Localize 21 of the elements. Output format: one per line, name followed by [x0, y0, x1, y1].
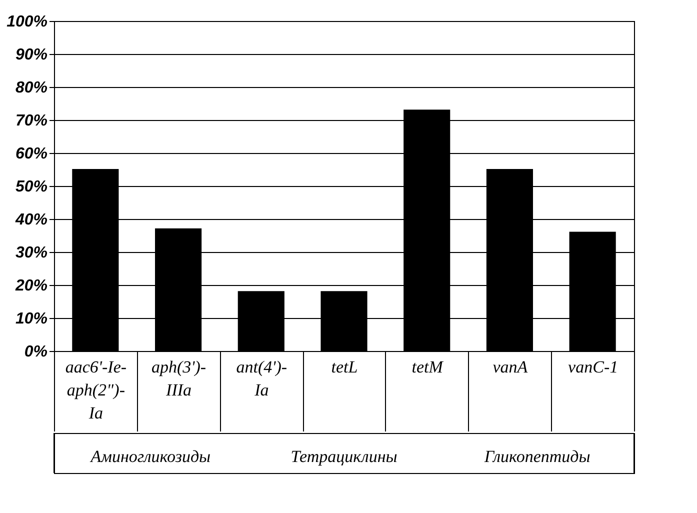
y-tick-label: 90%: [15, 46, 48, 64]
x-tick-label: vanC-1: [568, 358, 618, 376]
x-tick-label: aac6'-Ie-aph(2")-Ia: [65, 358, 127, 422]
x-tick-label: aph(3')-IIIa: [151, 358, 206, 400]
y-tick-label: 100%: [6, 14, 48, 30]
text: Тетрациклины: [290, 447, 398, 466]
text: Аминогликозиды: [90, 447, 211, 466]
x-tick-label: tetM: [412, 358, 444, 376]
y-tick-label: 10%: [15, 310, 48, 328]
x-tick-label: ant(4')-Ia: [236, 358, 288, 400]
y-tick-label: 60%: [15, 146, 48, 162]
x-tick-label: vanA: [492, 358, 528, 376]
x-tick-label: tetL: [331, 358, 358, 376]
y-tick-label: 70%: [15, 112, 48, 130]
y-tick-label: 0%: [24, 344, 48, 360]
y-tick-label: 50%: [15, 178, 48, 196]
y-tick-label: 20%: [14, 278, 48, 294]
text: Гликопептиды: [483, 447, 590, 466]
y-tick-label: 40%: [14, 212, 48, 228]
y-tick-label: 30%: [15, 244, 48, 262]
y-tick-label: 80%: [15, 80, 48, 96]
